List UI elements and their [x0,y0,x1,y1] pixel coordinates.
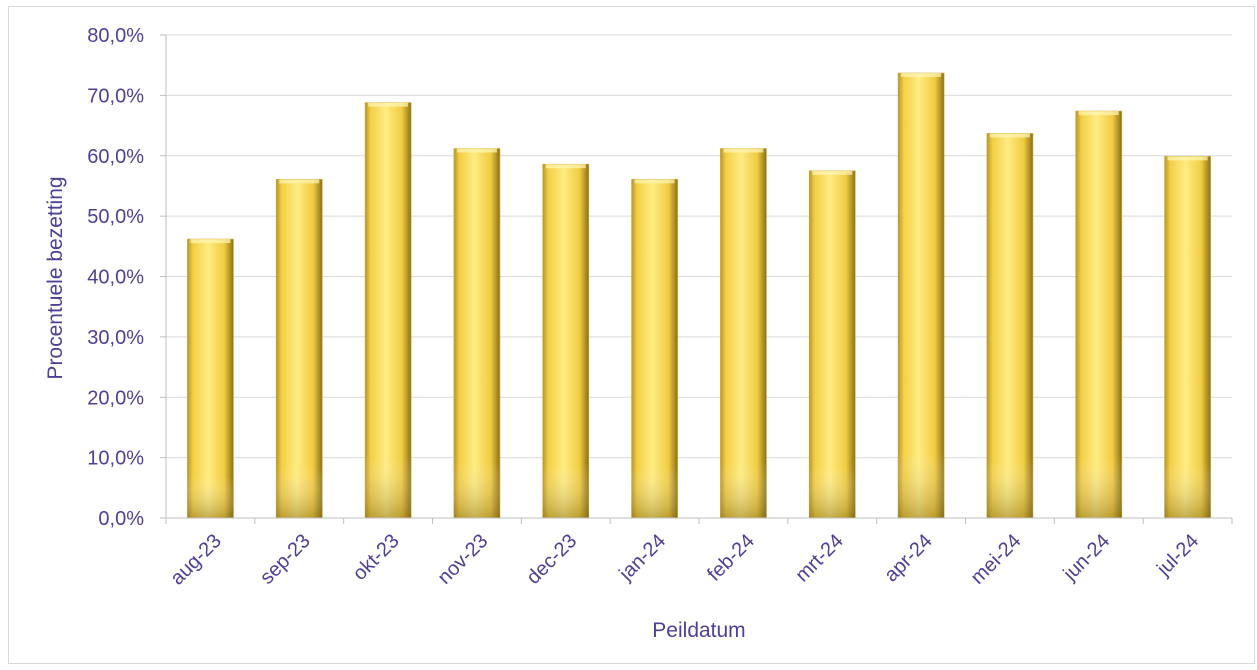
y-axis-title: Procentuele bezetting [44,176,67,379]
y-tick-label: 10,0% [87,448,144,470]
bar-cap-mei-24 [989,133,1030,138]
bar-shade-feb-24 [720,148,767,518]
x-tick-label: dec-23 [522,530,581,589]
bar-cap-nov-23 [456,148,497,153]
x-tick-label: mei-24 [967,530,1026,589]
bar-shade-aug-23 [187,239,234,518]
bar-shade-nov-23 [453,148,500,518]
bar-shade-mei-24 [986,133,1033,518]
bar-shade-jul-24 [1164,156,1211,518]
x-tick-label: jun-24 [1059,530,1115,586]
bar-shade-dec-23 [542,164,589,518]
x-tick-label: sep-23 [256,530,315,589]
bar-cap-jan-24 [634,179,675,184]
x-tick-label: okt-23 [349,530,404,585]
x-tick-label: aug-23 [166,530,226,590]
y-tick-label: 50,0% [87,206,144,228]
y-tick-label: 70,0% [87,85,144,107]
y-tick-label: 30,0% [87,327,144,349]
axes [160,34,1233,524]
x-tick-label: jan-24 [615,530,671,586]
gridlines [166,34,1232,459]
x-tick-label: apr-24 [880,530,936,586]
y-tick-label: 0,0% [98,508,144,530]
bar-cap-sep-23 [279,179,320,184]
bar-cap-dec-23 [545,164,586,169]
bar-shade-sep-23 [276,179,323,518]
bar-cap-feb-24 [723,148,764,153]
x-tick-label: mrt-24 [791,530,847,586]
bars [187,72,1211,519]
x-axis-title: Peildatum [652,619,745,642]
bar-shade-jan-24 [631,179,678,518]
x-tick-labels: aug-23 sep-23 okt-23 nov-23 dec-23 jan-24 feb-… [166,530,1203,590]
y-tick-label: 40,0% [87,267,144,289]
bar-shade-mrt-24 [809,170,856,518]
y-tick-label: 60,0% [87,146,144,168]
bar-shade-jun-24 [1075,111,1122,518]
bar-cap-jun-24 [1078,111,1119,116]
bar-shade-okt-23 [365,102,412,519]
y-tick-labels: 0,0% 10,0% 20,0% 30,0% 40,0% 50,0% 60,0% 70,0% 8… [87,25,144,530]
x-tick-label: feb-24 [703,530,759,586]
bar-shade-apr-24 [898,73,945,518]
bar-cap-aug-23 [190,239,231,244]
y-tick-label: 80,0% [87,25,144,47]
bar-cap-jul-24 [1167,156,1208,161]
bar-cap-apr-24 [901,73,942,78]
bar-cap-mrt-24 [812,170,853,175]
y-tick-label: 20,0% [87,387,144,409]
bar-cap-okt-23 [368,102,409,107]
x-tick-label: nov-23 [434,530,493,589]
x-tick-label: jul-24 [1152,530,1203,581]
